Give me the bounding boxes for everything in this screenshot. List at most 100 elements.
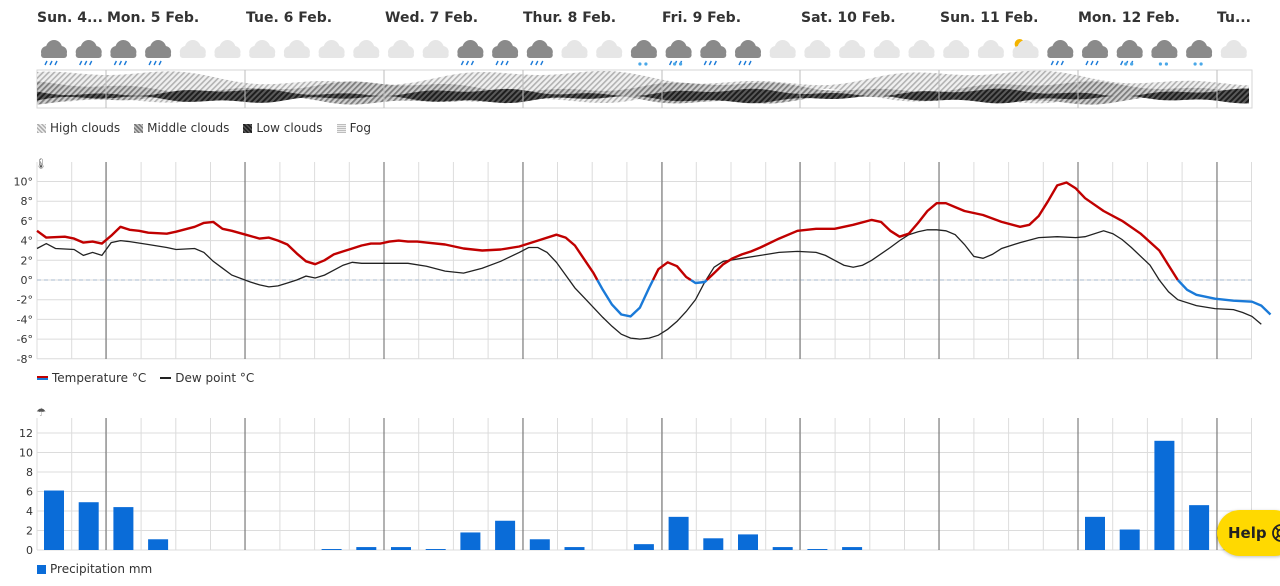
legend-fog: Fog (336, 121, 371, 135)
middle-clouds-swatch (134, 123, 144, 133)
low-clouds-label: Low clouds (256, 121, 323, 135)
high-clouds-swatch (37, 123, 46, 133)
legend-dewpoint: Dew point °C (160, 371, 254, 385)
y-tick-label: 6° (21, 215, 34, 228)
y-tick-label: -4° (17, 313, 33, 326)
precipitation-bar (1085, 516, 1105, 550)
precipitation-bar (356, 547, 377, 550)
day-label: Sun. 4... (37, 10, 103, 26)
high-clouds-label: High clouds (50, 121, 121, 135)
rain-cloud-icon (700, 40, 727, 66)
legend-precipitation: Precipitation mm (37, 562, 152, 576)
rain-cloud-icon (457, 40, 484, 66)
day-label: Fri. 9 Feb. (662, 10, 742, 26)
rain-cloud-icon (526, 40, 553, 66)
cloud-icon (596, 40, 623, 58)
y-tick-label: -2° (17, 294, 33, 307)
cloud-icon (1220, 40, 1247, 58)
rain-cloud-icon (492, 40, 519, 66)
precipitation-bar (529, 539, 550, 550)
y-tick-label: 2 (26, 525, 33, 538)
y-tick-label: -6° (17, 333, 33, 346)
day-label: Sun. 11 Feb. (940, 10, 1039, 26)
precipitation-bar (425, 549, 446, 550)
precipitation-legend: Precipitation mm (37, 562, 152, 576)
rain-cloud-icon (145, 40, 172, 66)
help-button[interactable]: Help (1217, 510, 1280, 556)
rain-cloud-icon (41, 40, 67, 66)
precipitation-chart: ☂12 10 8 6 4 2 0 (19, 406, 1252, 557)
temperature-line-cold (1176, 279, 1272, 316)
day-label: Tu... (1217, 10, 1251, 26)
weather-icon-row (41, 39, 1247, 66)
umbrella-icon: ☂ (36, 406, 46, 419)
thermometer-icon: 🌡 (35, 158, 48, 170)
precipitation-bar (321, 549, 342, 550)
precipitation-bar (1189, 505, 1210, 550)
precipitation-bar (807, 549, 828, 550)
y-tick-label: -8° (17, 353, 33, 366)
y-tick-label: 6 (26, 486, 33, 499)
dewpoint-swatch (160, 377, 172, 379)
cloud-icon (769, 40, 796, 58)
cloud-legend: High clouds Middle clouds Low clouds Fog (37, 121, 371, 135)
precipitation-label: Precipitation mm (50, 562, 153, 576)
precipitation-bar (1119, 529, 1140, 550)
cloud-icon (353, 40, 380, 58)
y-tick-label: 0° (21, 274, 34, 287)
fog-label: Fog (349, 121, 371, 135)
snow-cloud-icon (1186, 40, 1213, 66)
cloud-icon (283, 40, 310, 58)
sleet-cloud-icon (1116, 40, 1143, 66)
cloud-icon (318, 40, 345, 58)
precipitation-bar (495, 520, 516, 550)
precipitation-bar (460, 532, 481, 550)
legend-middle-clouds: Middle clouds (134, 121, 229, 135)
sun-cloud-icon (1012, 39, 1039, 58)
precipitation-bar (78, 502, 99, 550)
temperature-legend: Temperature °C Dew point °C (37, 371, 254, 385)
cloud-icon (422, 40, 449, 58)
precipitation-bar (668, 516, 689, 550)
rain-cloud-icon (75, 40, 102, 66)
temperature-line-cold (596, 279, 655, 318)
cloud-icon (388, 40, 414, 58)
rain-cloud-icon (735, 40, 761, 66)
lifebuoy-icon (1271, 524, 1280, 542)
cloud-icon (977, 40, 1004, 58)
temperature-swatch (37, 376, 48, 380)
legend-high-clouds: High clouds (37, 121, 120, 135)
cloud-icon (873, 40, 900, 58)
temperature-label: Temperature °C (52, 371, 147, 385)
rain-cloud-icon (110, 40, 137, 66)
day-label: Mon. 5 Feb. (107, 10, 200, 26)
cloud-icon (804, 40, 831, 58)
y-tick-label: 12 (19, 427, 33, 440)
dewpoint-label: Dew point °C (175, 371, 255, 385)
cloud-icon (943, 40, 970, 58)
sleet-cloud-icon (665, 40, 692, 66)
temperature-chart: 🌡10° 8° 6° 4° 2° 0° -2° -4° -6° -8° (14, 158, 1272, 366)
precipitation-bar (842, 547, 863, 550)
temperature-line-warm (651, 261, 692, 282)
y-tick-label: 8° (21, 195, 34, 208)
low-clouds-swatch (243, 123, 253, 133)
precipitation-bar (44, 490, 64, 550)
precipitation-bar (564, 547, 585, 550)
y-tick-label: 4 (26, 505, 33, 518)
precipitation-bar (738, 534, 758, 550)
y-tick-label: 10 (19, 447, 33, 460)
fog-swatch (336, 123, 346, 133)
cloud-icon (179, 40, 206, 58)
help-label: Help (1228, 524, 1267, 542)
day-label: Wed. 7 Feb. (385, 10, 479, 26)
y-tick-label: 10° (14, 176, 34, 189)
snow-cloud-icon (630, 40, 657, 66)
middle-clouds-label: Middle clouds (147, 121, 230, 135)
cloud-icon (908, 40, 935, 58)
y-tick-label: 0 (26, 544, 33, 557)
day-label: Thur. 8 Feb. (523, 10, 617, 26)
day-label: Sat. 10 Feb. (801, 10, 896, 26)
temperature-line-cold (690, 278, 708, 285)
temperature-line-warm (705, 181, 1179, 281)
